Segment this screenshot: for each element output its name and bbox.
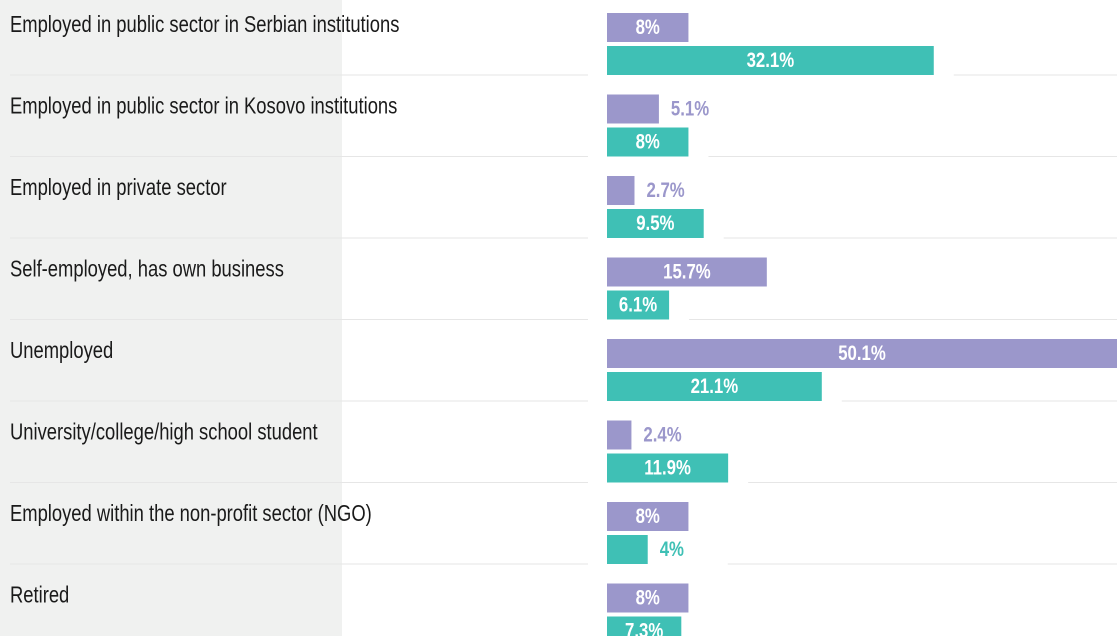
bar <box>607 257 767 287</box>
label-panel <box>0 0 342 636</box>
category-label: Retired <box>10 583 69 608</box>
value-label: 15.7% <box>663 261 711 284</box>
value-label: 4% <box>660 538 684 561</box>
bar <box>607 502 689 531</box>
bar <box>607 535 648 564</box>
value-label: 2.4% <box>643 424 681 447</box>
value-label: 8% <box>636 16 660 39</box>
value-label: 50.1% <box>838 342 886 365</box>
bar <box>607 290 670 320</box>
value-label: 8% <box>636 131 660 154</box>
category-label: Unemployed <box>10 338 113 363</box>
value-label: 5.1% <box>671 98 709 121</box>
bar <box>607 372 822 401</box>
category-label: Employed within the non-profit sector (N… <box>10 501 372 526</box>
bar <box>607 583 689 613</box>
bar <box>607 46 934 75</box>
value-label: 21.1% <box>691 375 739 398</box>
value-label: 32.1% <box>747 49 795 72</box>
bar <box>607 127 689 157</box>
value-label: 8% <box>636 587 660 610</box>
bar <box>607 339 1117 368</box>
category-label: Employed in public sector in Serbian ins… <box>10 12 399 37</box>
bar <box>607 616 682 636</box>
value-label: 6.1% <box>619 294 657 317</box>
category-label: Employed in public sector in Kosovo inst… <box>10 94 397 119</box>
category-label: University/college/high school student <box>10 420 318 445</box>
bar <box>607 420 632 450</box>
category-label: Self-employed, has own business <box>10 257 284 282</box>
category-label: Employed in private sector <box>10 175 227 200</box>
bar <box>607 453 729 483</box>
bar <box>607 176 635 205</box>
value-label: 11.9% <box>644 457 691 480</box>
value-label: 2.7% <box>646 179 684 202</box>
bar <box>607 13 689 42</box>
value-label: 9.5% <box>636 212 674 235</box>
value-label: 8% <box>636 505 660 528</box>
value-label: 7.3% <box>625 620 663 636</box>
bar <box>607 94 659 124</box>
bar <box>607 209 704 238</box>
